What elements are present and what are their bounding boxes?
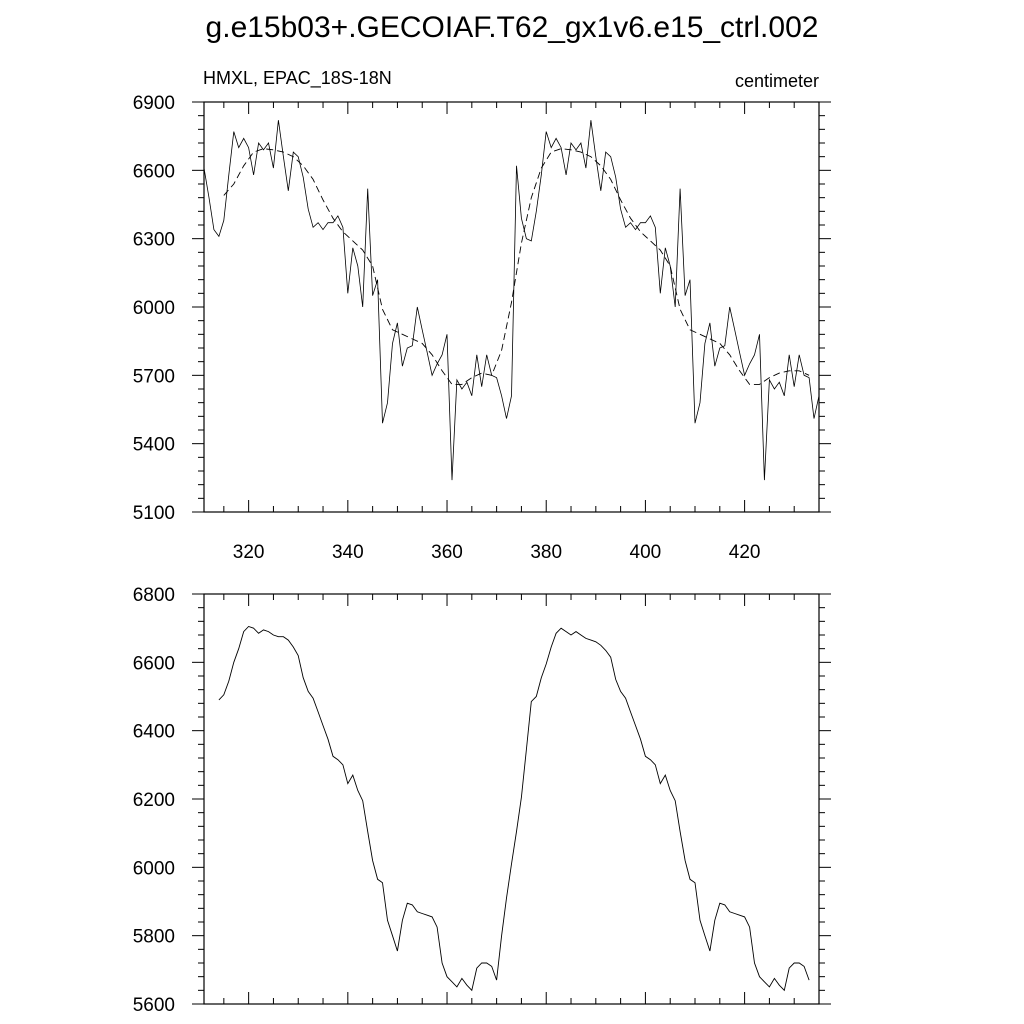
y-tick-label: 5700 xyxy=(133,366,175,387)
top-series xyxy=(203,120,820,481)
top-left-label: HMXL, EPAC_18S-18N xyxy=(203,68,392,89)
bottom-panel: 5600 5800 6000 6200 6400 6600 6800 xyxy=(133,585,831,1016)
y-tick-label: 6600 xyxy=(133,653,175,674)
y-tick-label: 6600 xyxy=(133,161,175,182)
y-tick-label: 5400 xyxy=(133,435,175,456)
series-line xyxy=(203,120,820,481)
x-tick-label: 320 xyxy=(233,542,265,563)
series-line xyxy=(218,625,810,992)
y-tick-label: 6800 xyxy=(133,585,175,606)
y-tick-label: 6900 xyxy=(133,93,175,114)
top-plot-frame xyxy=(203,101,820,513)
top-ticks xyxy=(192,101,831,513)
x-tick-label: 360 xyxy=(431,542,463,563)
x-tick-label: 340 xyxy=(332,542,364,563)
x-tick-label: 380 xyxy=(530,542,562,563)
y-tick-label: 5100 xyxy=(133,503,175,524)
bottom-plot-frame xyxy=(203,593,820,1005)
smoothed-series-line xyxy=(223,148,810,385)
x-tick-label: 400 xyxy=(630,542,662,563)
y-tick-label: 6300 xyxy=(133,230,175,251)
y-tick-label: 5800 xyxy=(133,927,175,948)
top-tick-labels: 320 340 360 380 400 420 5100 5400 5700 6000 6300 66… xyxy=(133,93,761,563)
top-panel: HMXL, EPAC_18S-18N centimeter 320 340 360 3… xyxy=(133,68,831,563)
y-tick-label: 6200 xyxy=(133,790,175,811)
x-tick-label: 420 xyxy=(729,542,761,563)
bottom-series xyxy=(218,625,810,992)
figure-title: g.e15b03+.GECOIAF.T62_gx1v6.e15_ctrl.002 xyxy=(206,11,819,44)
y-tick-label: 5600 xyxy=(133,995,175,1016)
top-units-label: centimeter xyxy=(735,71,819,91)
y-tick-label: 6400 xyxy=(133,722,175,743)
y-tick-label: 6000 xyxy=(133,858,175,879)
bottom-ticks xyxy=(192,593,831,1005)
bottom-tick-labels: 5600 5800 6000 6200 6400 6600 6800 xyxy=(133,585,175,1016)
y-tick-label: 6000 xyxy=(133,298,175,319)
